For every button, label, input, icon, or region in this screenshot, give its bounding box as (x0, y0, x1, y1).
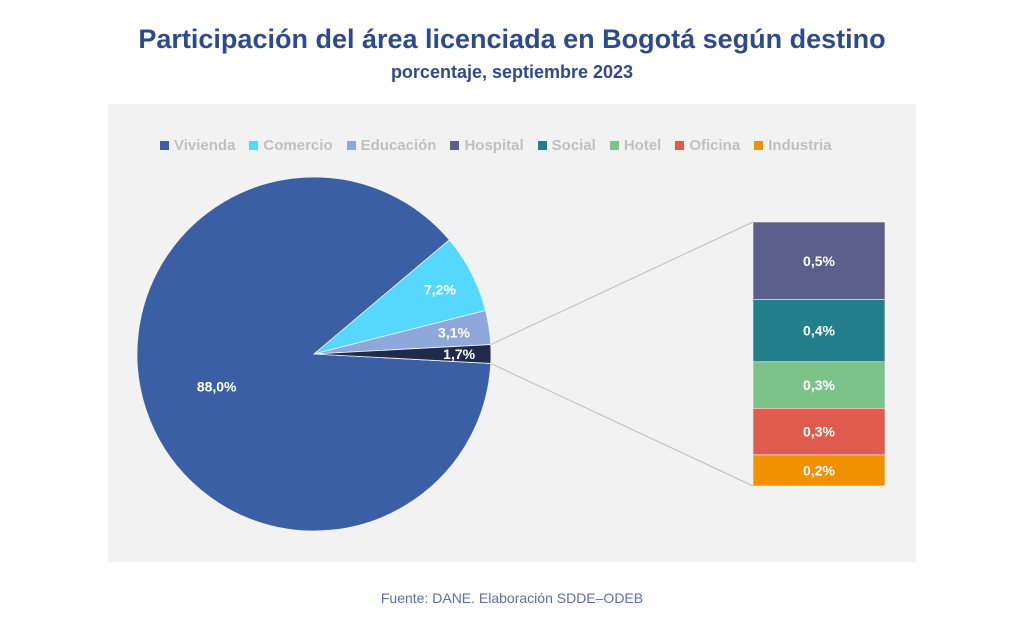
legend-label: Oficina (689, 137, 741, 154)
legend-item: Vivienda (160, 137, 235, 154)
bar-data-label: 0,3% (803, 377, 835, 393)
legend-swatch (537, 141, 547, 150)
pie-data-label: 7,2% (424, 281, 456, 297)
legend-item: Hospital (450, 137, 524, 154)
legend-label: Hotel (623, 137, 662, 154)
bar-segment-industria (752, 454, 886, 487)
bar-data-label: 0,2% (803, 462, 835, 478)
legend-swatch (160, 141, 169, 150)
bar-segment-oficina (752, 408, 886, 456)
bar-data-label: 0,3% (803, 424, 835, 440)
legend-swatch (450, 141, 460, 150)
chart-title: Participación del área licenciada en Bog… (138, 24, 886, 54)
pie-data-label: 88,0% (197, 379, 237, 395)
pie-data-label: 3,1% (438, 325, 470, 341)
connector-line-bottom (490, 362, 754, 487)
chart-subtitle: porcentaje, septiembre 2023 (390, 62, 634, 82)
bar-data-label: 0,5% (803, 253, 835, 269)
legend-label: Comercio (263, 137, 333, 154)
pie-slice-otros (313, 344, 492, 364)
bar-data-label: 0,4% (803, 323, 835, 339)
source-note: Fuente: DANE. Elaboración SDDE–ODEB (380, 590, 644, 606)
legend-swatch (675, 141, 685, 150)
legend-swatch (754, 141, 764, 150)
legend-item: Oficina (675, 137, 740, 154)
bar-segment-social (752, 299, 886, 363)
legend-swatch (249, 141, 259, 150)
bar-segment-hospital (752, 221, 886, 300)
legend-label: Social (551, 137, 596, 154)
bar-segment-hotel (752, 361, 886, 409)
pie-data-label: 1,7% (443, 346, 475, 362)
connector-line-top (490, 221, 754, 346)
legend-label: Vivienda (174, 137, 236, 154)
legend-item: Comercio (249, 137, 333, 154)
legend-item: Social (537, 137, 596, 154)
legend-label: Industria (768, 137, 832, 154)
chart-legend: Vivienda Comercio Educación Hospital Social H… (160, 137, 880, 154)
legend-item: Hotel (609, 137, 662, 154)
legend-item: Industria (754, 137, 832, 154)
legend-item: Educación (346, 137, 437, 154)
legend-swatch (346, 141, 356, 150)
legend-swatch (609, 141, 619, 150)
legend-label: Hospital (464, 137, 524, 154)
legend-label: Educación (360, 137, 437, 154)
